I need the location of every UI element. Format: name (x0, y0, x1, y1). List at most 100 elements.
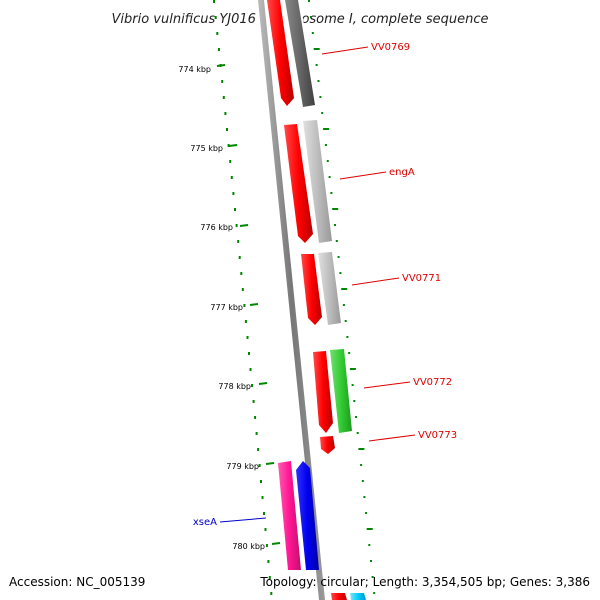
gene-labels: VV0769 engA VV0771 VV0772 VV0773 xseA (193, 42, 457, 528)
minor-tick (240, 272, 243, 275)
minor-tick (260, 480, 262, 483)
tick-mark-780 (271, 542, 281, 545)
minor-tick (241, 288, 244, 291)
label-leader-xsea (219, 517, 267, 523)
tick-mark-776 (239, 224, 249, 227)
minor-tick (248, 352, 250, 355)
minor-tick (246, 336, 249, 339)
tick-mark-778 (258, 382, 268, 385)
outer-tick (311, 32, 314, 34)
minor-tick (230, 176, 233, 179)
minor-tick (255, 432, 258, 435)
accession-text: Accession: NC_005139 (9, 575, 145, 589)
outer-tick (371, 576, 374, 578)
cog-feature (285, 0, 315, 107)
minor-tick (237, 240, 240, 243)
outer-tick (308, 0, 310, 2)
gene-label-xsea: xseA (193, 517, 217, 528)
outer-tick (365, 512, 368, 514)
tick-label-775: 775 kbp (190, 144, 223, 153)
outer-tick (373, 592, 376, 594)
cds-feature (320, 436, 335, 454)
tick-mark-775 (228, 144, 238, 147)
minor-tick (261, 496, 264, 499)
cog-track (285, 0, 366, 600)
outer-tick (313, 48, 320, 50)
outer-tick (332, 208, 339, 210)
label-leader-vv0769 (321, 46, 369, 55)
outer-tick (339, 272, 342, 274)
chromosome-backbone (258, 0, 325, 600)
outer-tick (351, 384, 354, 386)
minor-tick (234, 208, 236, 211)
minor-tick (254, 416, 257, 419)
cog-feature (318, 252, 341, 325)
cds-feature (267, 0, 294, 106)
outer-tick (342, 304, 345, 306)
outer-tick (363, 496, 366, 498)
topology-text: Topology: circular; Length: 3,354,505 bp… (259, 575, 590, 589)
minor-tick (268, 576, 271, 579)
outer-tick (353, 400, 356, 402)
cog-feature (330, 349, 352, 433)
minor-tick (216, 32, 219, 35)
outer-tick (349, 368, 356, 370)
outer-tick (315, 64, 318, 66)
minor-tick (222, 96, 225, 99)
tick-mark-779 (265, 462, 275, 465)
gene-label-vv0771: VV0771 (402, 273, 441, 284)
outer-tick (330, 192, 333, 194)
cds-feature (278, 461, 301, 570)
cds-feature (301, 254, 322, 325)
label-leader-vv0771 (351, 277, 400, 286)
outer-tick (346, 336, 349, 338)
outer-tick (334, 224, 336, 226)
minor-tick (251, 384, 253, 387)
outer-tick (361, 480, 364, 482)
label-leader-vv0773 (368, 434, 416, 442)
gene-label-vv0772: VV0772 (413, 377, 452, 388)
minor-tick (244, 320, 247, 323)
cds-feature (284, 124, 313, 243)
outer-tick (341, 288, 348, 290)
minor-tick (221, 80, 224, 83)
tick-label-774: 774 kbp (178, 65, 211, 74)
outer-tick (360, 464, 363, 466)
outer-tick (356, 432, 359, 434)
label-leader-vv0772 (363, 381, 411, 389)
cds-feature (331, 593, 347, 600)
outer-tick (355, 416, 357, 418)
minor-tick (270, 592, 273, 595)
outer-ring-ticks (308, 0, 376, 594)
minor-tick (213, 0, 215, 3)
minor-tick (263, 512, 265, 515)
minor-tick (257, 448, 260, 451)
cog-feature (296, 461, 319, 570)
gene-label-vv0773: VV0773 (418, 430, 457, 441)
outer-tick (358, 448, 365, 450)
minor-tick (232, 192, 235, 195)
minor-tick (243, 304, 246, 307)
minor-tick (227, 144, 230, 147)
tick-mark-777 (249, 303, 259, 306)
tick-label-776: 776 kbp (200, 223, 233, 232)
outer-tick (370, 560, 372, 562)
outer-tick (323, 128, 330, 130)
minor-tick (265, 544, 268, 547)
outer-tick (319, 96, 322, 98)
minor-tick (267, 560, 270, 563)
gene-label-vv0769: VV0769 (371, 42, 410, 53)
tick-label-777: 777 kbp (210, 303, 243, 312)
outer-tick (324, 144, 327, 146)
label-leader-enga (339, 171, 387, 180)
minor-tick (238, 256, 241, 259)
tick-label-779: 779 kbp (226, 462, 259, 471)
outer-tick (368, 544, 371, 546)
gene-label-enga: engA (389, 167, 415, 178)
outer-tick (335, 240, 338, 242)
minor-tick (226, 128, 228, 131)
outer-tick (348, 352, 351, 354)
outer-tick (309, 16, 312, 18)
outer-tick (337, 256, 340, 258)
